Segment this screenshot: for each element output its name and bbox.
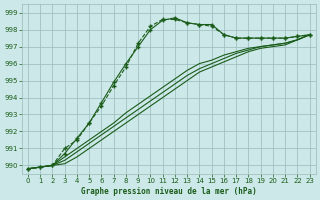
X-axis label: Graphe pression niveau de la mer (hPa): Graphe pression niveau de la mer (hPa) <box>81 187 257 196</box>
